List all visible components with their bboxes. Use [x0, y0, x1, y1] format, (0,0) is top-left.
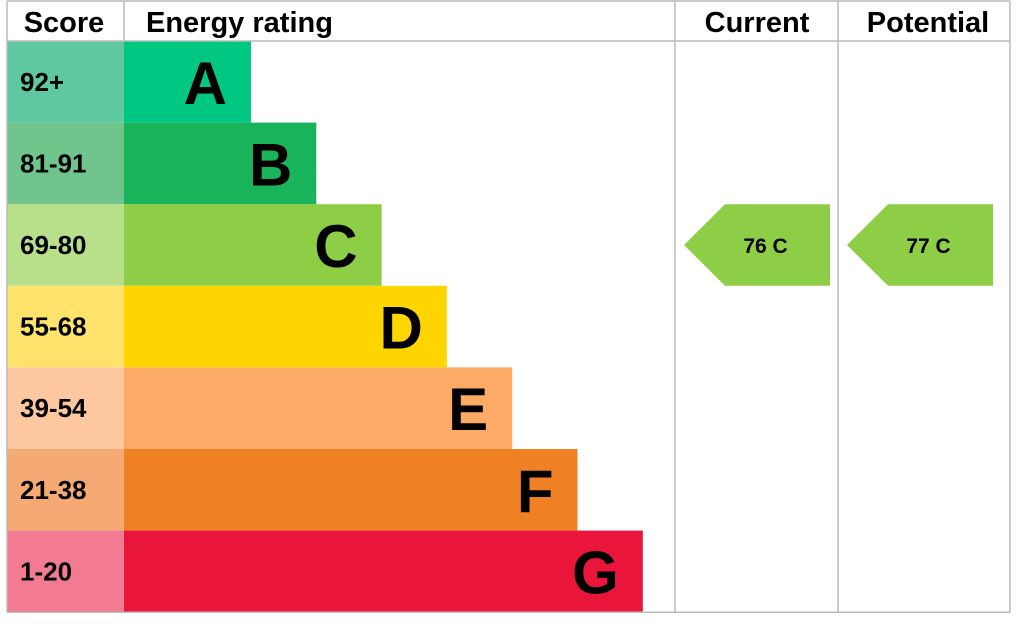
potential-rating-label: 77 C: [906, 235, 950, 258]
band-letter-e: E: [448, 376, 488, 443]
band-range-d: 55-68: [20, 312, 87, 342]
band-letter-a: A: [184, 50, 227, 117]
band-bar-d: [124, 285, 447, 368]
score-cell-c: [7, 204, 124, 286]
band-range-c: 69-80: [20, 230, 87, 260]
rating-indicators: 76 C 77 C: [684, 204, 993, 286]
current-rating-arrow: [684, 204, 830, 286]
band-letter-d: D: [380, 295, 423, 362]
header-current: Current: [705, 7, 810, 39]
band-letter-g: G: [572, 539, 619, 606]
band-bar-b: [124, 122, 317, 205]
score-cell-g: [7, 530, 124, 613]
current-rating-label: 76 C: [743, 235, 787, 258]
band-bar-g: [124, 530, 643, 613]
band-bar-f: [124, 449, 578, 531]
band-letter-b: B: [249, 131, 292, 198]
band-bar-a: [124, 41, 251, 123]
band-range-g: 1-20: [20, 556, 72, 586]
band-range-e: 39-54: [20, 393, 87, 423]
score-cell-a: [7, 41, 124, 123]
band-bar-c: [124, 204, 382, 286]
potential-rating-arrow: [847, 204, 993, 286]
header-score: Score: [24, 7, 105, 39]
band-letter-c: C: [314, 213, 357, 280]
band-range-a: 92+: [20, 67, 64, 97]
band-bar-e: [124, 367, 513, 449]
rating-bands: 92+ A 81-91 B 69-80 C 55-68 D 39-54 E 21-38 F 1-20 G: [7, 41, 643, 613]
score-cell-b: [7, 122, 124, 205]
header-energy-rating: Energy rating: [146, 7, 333, 39]
table-grid: [6, 0, 1011, 613]
score-cell-d: [7, 285, 124, 368]
band-letter-f: F: [517, 458, 554, 525]
score-cell-e: [7, 367, 124, 449]
band-range-f: 21-38: [20, 475, 87, 505]
header-potential: Potential: [867, 7, 989, 39]
score-cell-f: [7, 449, 124, 531]
band-range-b: 81-91: [20, 148, 87, 178]
